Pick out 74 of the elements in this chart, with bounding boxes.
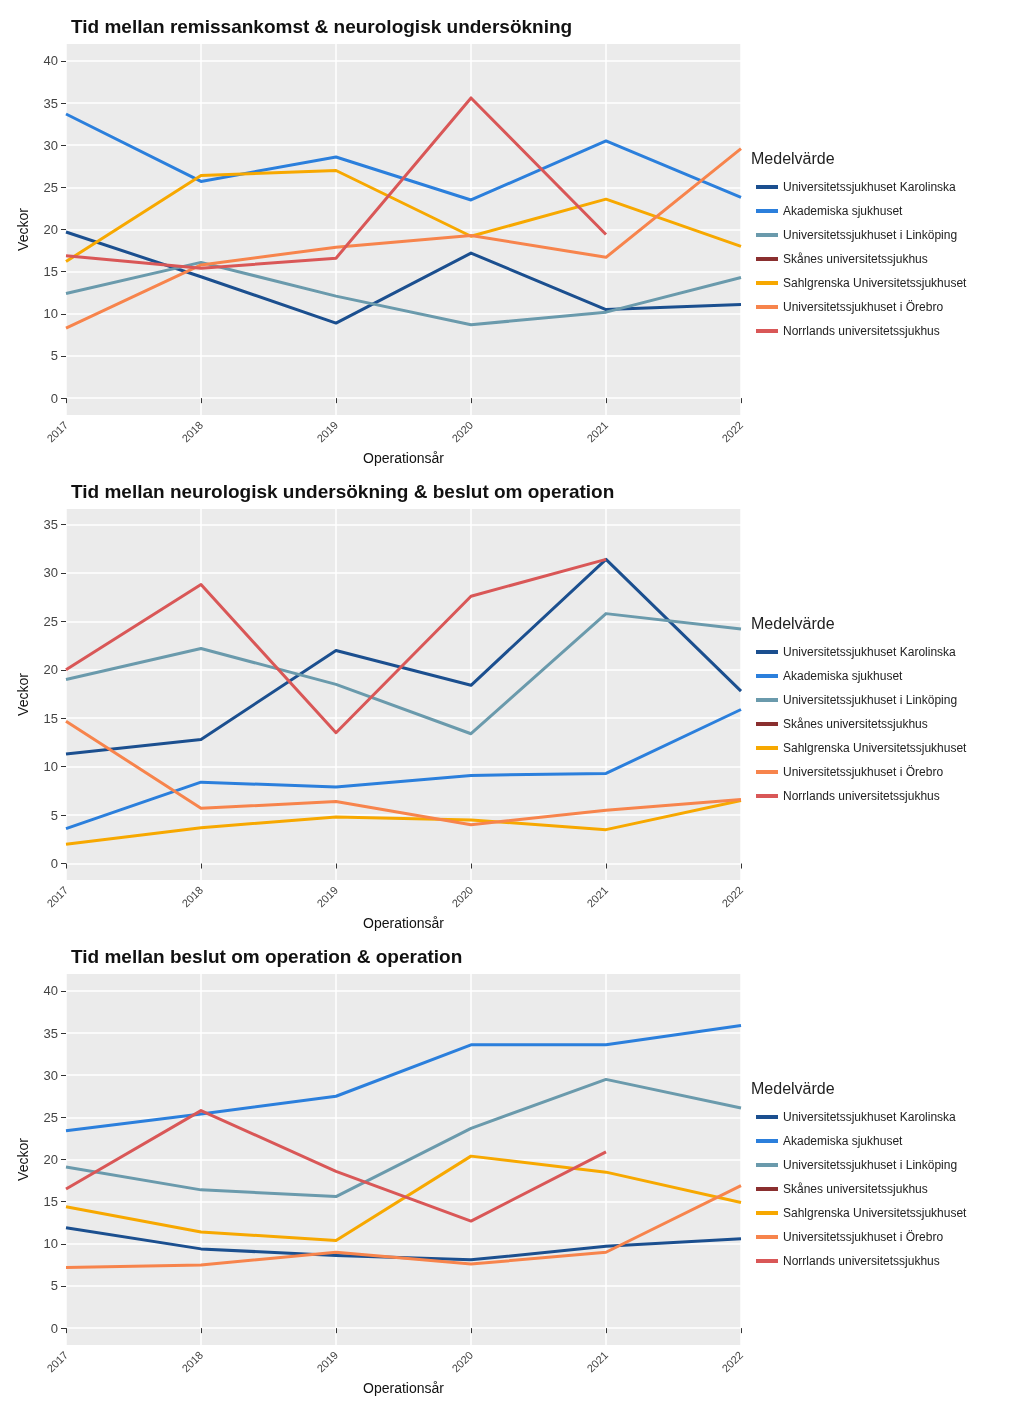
y-tick-label: 20 xyxy=(43,222,58,237)
legend-label: Norrlands universitetssjukhus xyxy=(783,1254,940,1268)
line-series xyxy=(64,612,743,736)
y-tick-label: 35 xyxy=(43,95,58,111)
y-tick-label: 5 xyxy=(50,348,58,364)
y-tick-label: 30 xyxy=(43,137,58,153)
line-series xyxy=(64,230,743,325)
line-series xyxy=(64,1154,743,1242)
y-tick-label: 25 xyxy=(43,1109,58,1125)
line-series xyxy=(64,96,608,270)
line-series xyxy=(64,147,743,330)
legend-label: Norrlands universitetssjukhus xyxy=(783,789,940,803)
x-axis-title: Operationsår xyxy=(363,915,445,932)
x-axis-title: Operationsår xyxy=(363,450,445,467)
legend-title: Medelvärde xyxy=(751,1079,835,1097)
y-tick-label: 15 xyxy=(43,1194,58,1210)
legend-label: Skånes universitetssjukhus xyxy=(783,717,928,731)
legend-label: Universitetssjukhuset i Linköping xyxy=(783,693,958,707)
line-series xyxy=(64,168,743,264)
y-tick-label: 30 xyxy=(43,1067,58,1083)
legend-label: Sahlgrenska Universitetssjukhuset xyxy=(783,276,968,290)
line-series xyxy=(64,1077,743,1199)
y-tick-label: 15 xyxy=(43,264,58,280)
y-tick-label: 25 xyxy=(43,179,58,195)
y-tick-label: 0 xyxy=(50,390,58,406)
legend-label: Universitetssjukhuset i Linköping xyxy=(783,228,958,242)
line-series xyxy=(64,557,743,756)
legend-label: Sahlgrenska Universitetssjukhuset xyxy=(783,1206,968,1220)
legend-label: Akademiska sjukhuset xyxy=(783,1134,904,1148)
y-tick-label: 20 xyxy=(43,662,58,678)
y-axis-title: Veckor xyxy=(15,207,31,251)
legend-label: Sahlgrenska Universitetssjukhuset xyxy=(783,741,968,755)
legend-label: Universitetssjukhuset i Linköping xyxy=(783,1158,958,1172)
legend-label: Akademiska sjukhuset xyxy=(783,669,904,683)
y-tick-label: 5 xyxy=(50,807,58,823)
legend-title: Medelvärde xyxy=(751,614,835,632)
x-axis-title: Operationsår xyxy=(363,1380,445,1397)
y-tick-label: 5 xyxy=(50,1278,58,1294)
y-tick-label: 35 xyxy=(43,1025,58,1041)
legend-title: Medelvärde xyxy=(751,149,835,167)
line-series xyxy=(64,1109,608,1223)
line-series xyxy=(64,260,743,327)
y-axis-title: Veckor xyxy=(15,672,31,716)
legend-label: Universitetssjukhuset Karolinska xyxy=(783,645,957,659)
line-series xyxy=(64,112,743,202)
y-tick-label: 15 xyxy=(43,710,58,726)
y-tick-label: 25 xyxy=(43,613,58,629)
line-series xyxy=(64,1023,743,1133)
y-axis-title: Veckor xyxy=(15,1137,31,1181)
legend-label: Universitetssjukhuset i Örebro xyxy=(783,765,944,779)
y-tick-label: 30 xyxy=(43,565,58,581)
legend-label: Universitetssjukhuset i Örebro xyxy=(783,1230,944,1244)
y-tick-label: 10 xyxy=(43,306,58,322)
chart-title: Tid mellan remissankomst & neurologisk undersökning xyxy=(71,16,573,37)
y-tick-label: 35 xyxy=(43,517,58,532)
y-tick-label: 0 xyxy=(50,1320,58,1336)
line-series xyxy=(64,1184,743,1269)
legend-label: Norrlands universitetssjukhus xyxy=(783,324,940,338)
legend-label: Skånes universitetssjukhus xyxy=(783,252,928,266)
y-tick-label: 40 xyxy=(43,983,58,999)
line-series xyxy=(64,557,608,735)
legend-label: Universitetssjukhuset Karolinska xyxy=(783,1110,957,1124)
chart-title: Tid mellan beslut om operation & operation xyxy=(71,946,463,967)
y-tick-label: 10 xyxy=(43,1236,58,1252)
chart-title: Tid mellan neurologisk undersökning & beslut om operation xyxy=(71,481,615,502)
legend-label: Universitetssjukhuset Karolinska xyxy=(783,180,957,194)
y-tick-label: 40 xyxy=(43,53,58,69)
y-tick-label: 0 xyxy=(50,856,58,872)
y-tick-label: 20 xyxy=(43,1152,58,1167)
line-series xyxy=(64,799,743,846)
legend-label: Skånes universitetssjukhus xyxy=(783,1182,928,1196)
legend-label: Universitetssjukhuset i Örebro xyxy=(783,300,944,314)
y-tick-label: 10 xyxy=(43,759,58,775)
legend-label: Akademiska sjukhuset xyxy=(783,204,904,218)
